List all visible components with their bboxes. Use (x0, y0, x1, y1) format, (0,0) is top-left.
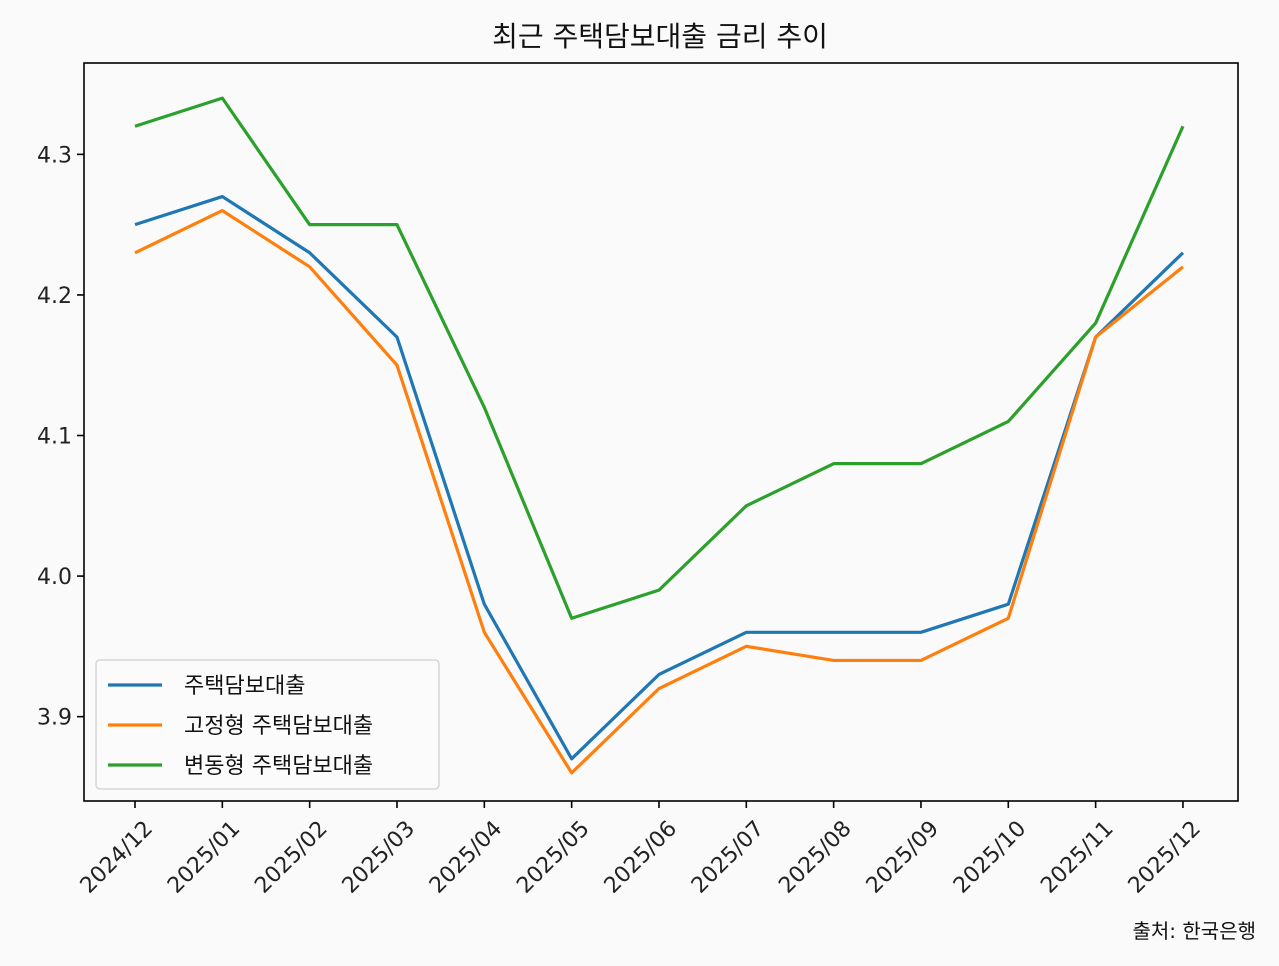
source-note: 출처: 한국은행 (1133, 919, 1257, 943)
y-tick-label: 3.9 (37, 706, 72, 731)
x-tick-label: 2025/09 (862, 816, 944, 898)
series-line-0 (134, 194, 1185, 761)
chart-title: 최근 주택담보대출 금리 추이 (492, 20, 828, 53)
x-tick-label: 2025/08 (774, 816, 856, 898)
x-tick-label: 2025/03 (338, 816, 420, 898)
y-tick-label: 4.1 (37, 425, 72, 450)
x-tick-label: 2025/10 (949, 816, 1031, 898)
y-tick-label: 4.2 (37, 284, 72, 309)
x-tick-label: 2025/05 (512, 816, 594, 898)
x-tick-label: 2025/04 (425, 816, 507, 898)
series-line-1 (134, 209, 1184, 775)
x-tick-label: 2025/07 (687, 816, 769, 898)
x-tick-label: 2025/01 (163, 816, 245, 898)
y-axis: 3.9 4.0 4.1 4.2 4.3 (37, 143, 84, 731)
x-tick-label: 2025/06 (600, 816, 682, 898)
series-lines (134, 96, 1185, 775)
legend-label-2: 변동형 주택담보대출 (184, 754, 373, 779)
y-tick-label: 4.3 (37, 143, 72, 168)
legend-label-0: 주택담보대출 (184, 674, 305, 699)
y-tick-label: 4.0 (37, 565, 72, 590)
series-line-2 (134, 96, 1185, 620)
legend-label-1: 고정형 주택담보대출 (184, 714, 373, 739)
x-tick-label: 2025/11 (1036, 816, 1118, 898)
x-axis: 2024/12 2025/01 2025/02 2025/03 2025/04 2025/… (76, 801, 1206, 899)
x-tick-label: 2025/12 (1124, 816, 1206, 898)
x-tick-label: 2024/12 (76, 816, 158, 898)
x-tick-label: 2025/02 (250, 816, 332, 898)
legend-box (95, 659, 440, 790)
